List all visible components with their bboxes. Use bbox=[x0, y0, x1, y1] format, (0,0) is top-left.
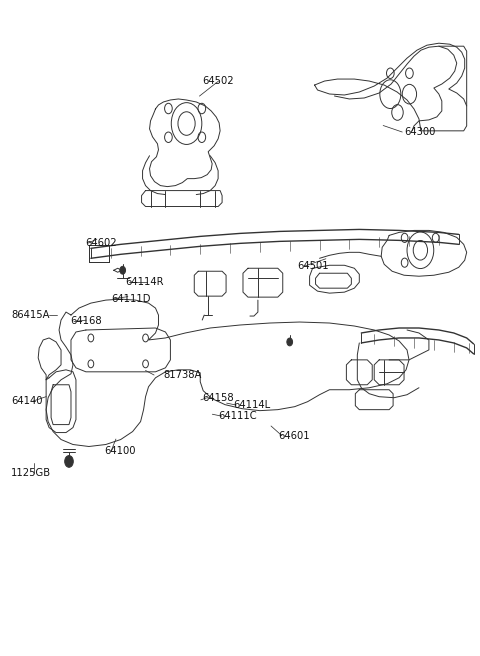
Text: 64140: 64140 bbox=[11, 396, 42, 406]
Text: 81738A: 81738A bbox=[164, 370, 202, 380]
Text: 64114R: 64114R bbox=[125, 277, 164, 287]
Text: 64602: 64602 bbox=[85, 238, 117, 248]
Text: 64501: 64501 bbox=[297, 261, 329, 271]
Text: 64158: 64158 bbox=[202, 393, 233, 403]
Text: 64100: 64100 bbox=[104, 446, 135, 456]
Text: 64601: 64601 bbox=[278, 431, 310, 441]
Text: 64168: 64168 bbox=[71, 316, 102, 327]
Text: 1125GB: 1125GB bbox=[11, 468, 51, 478]
Text: 64502: 64502 bbox=[203, 76, 234, 86]
Text: 64300: 64300 bbox=[405, 127, 436, 137]
Circle shape bbox=[65, 455, 73, 467]
Circle shape bbox=[287, 338, 293, 346]
Text: 86415A: 86415A bbox=[11, 310, 49, 320]
Text: 64111C: 64111C bbox=[218, 411, 257, 421]
Text: 64111D: 64111D bbox=[111, 294, 151, 304]
Text: 64114L: 64114L bbox=[233, 400, 270, 410]
Circle shape bbox=[120, 266, 126, 274]
